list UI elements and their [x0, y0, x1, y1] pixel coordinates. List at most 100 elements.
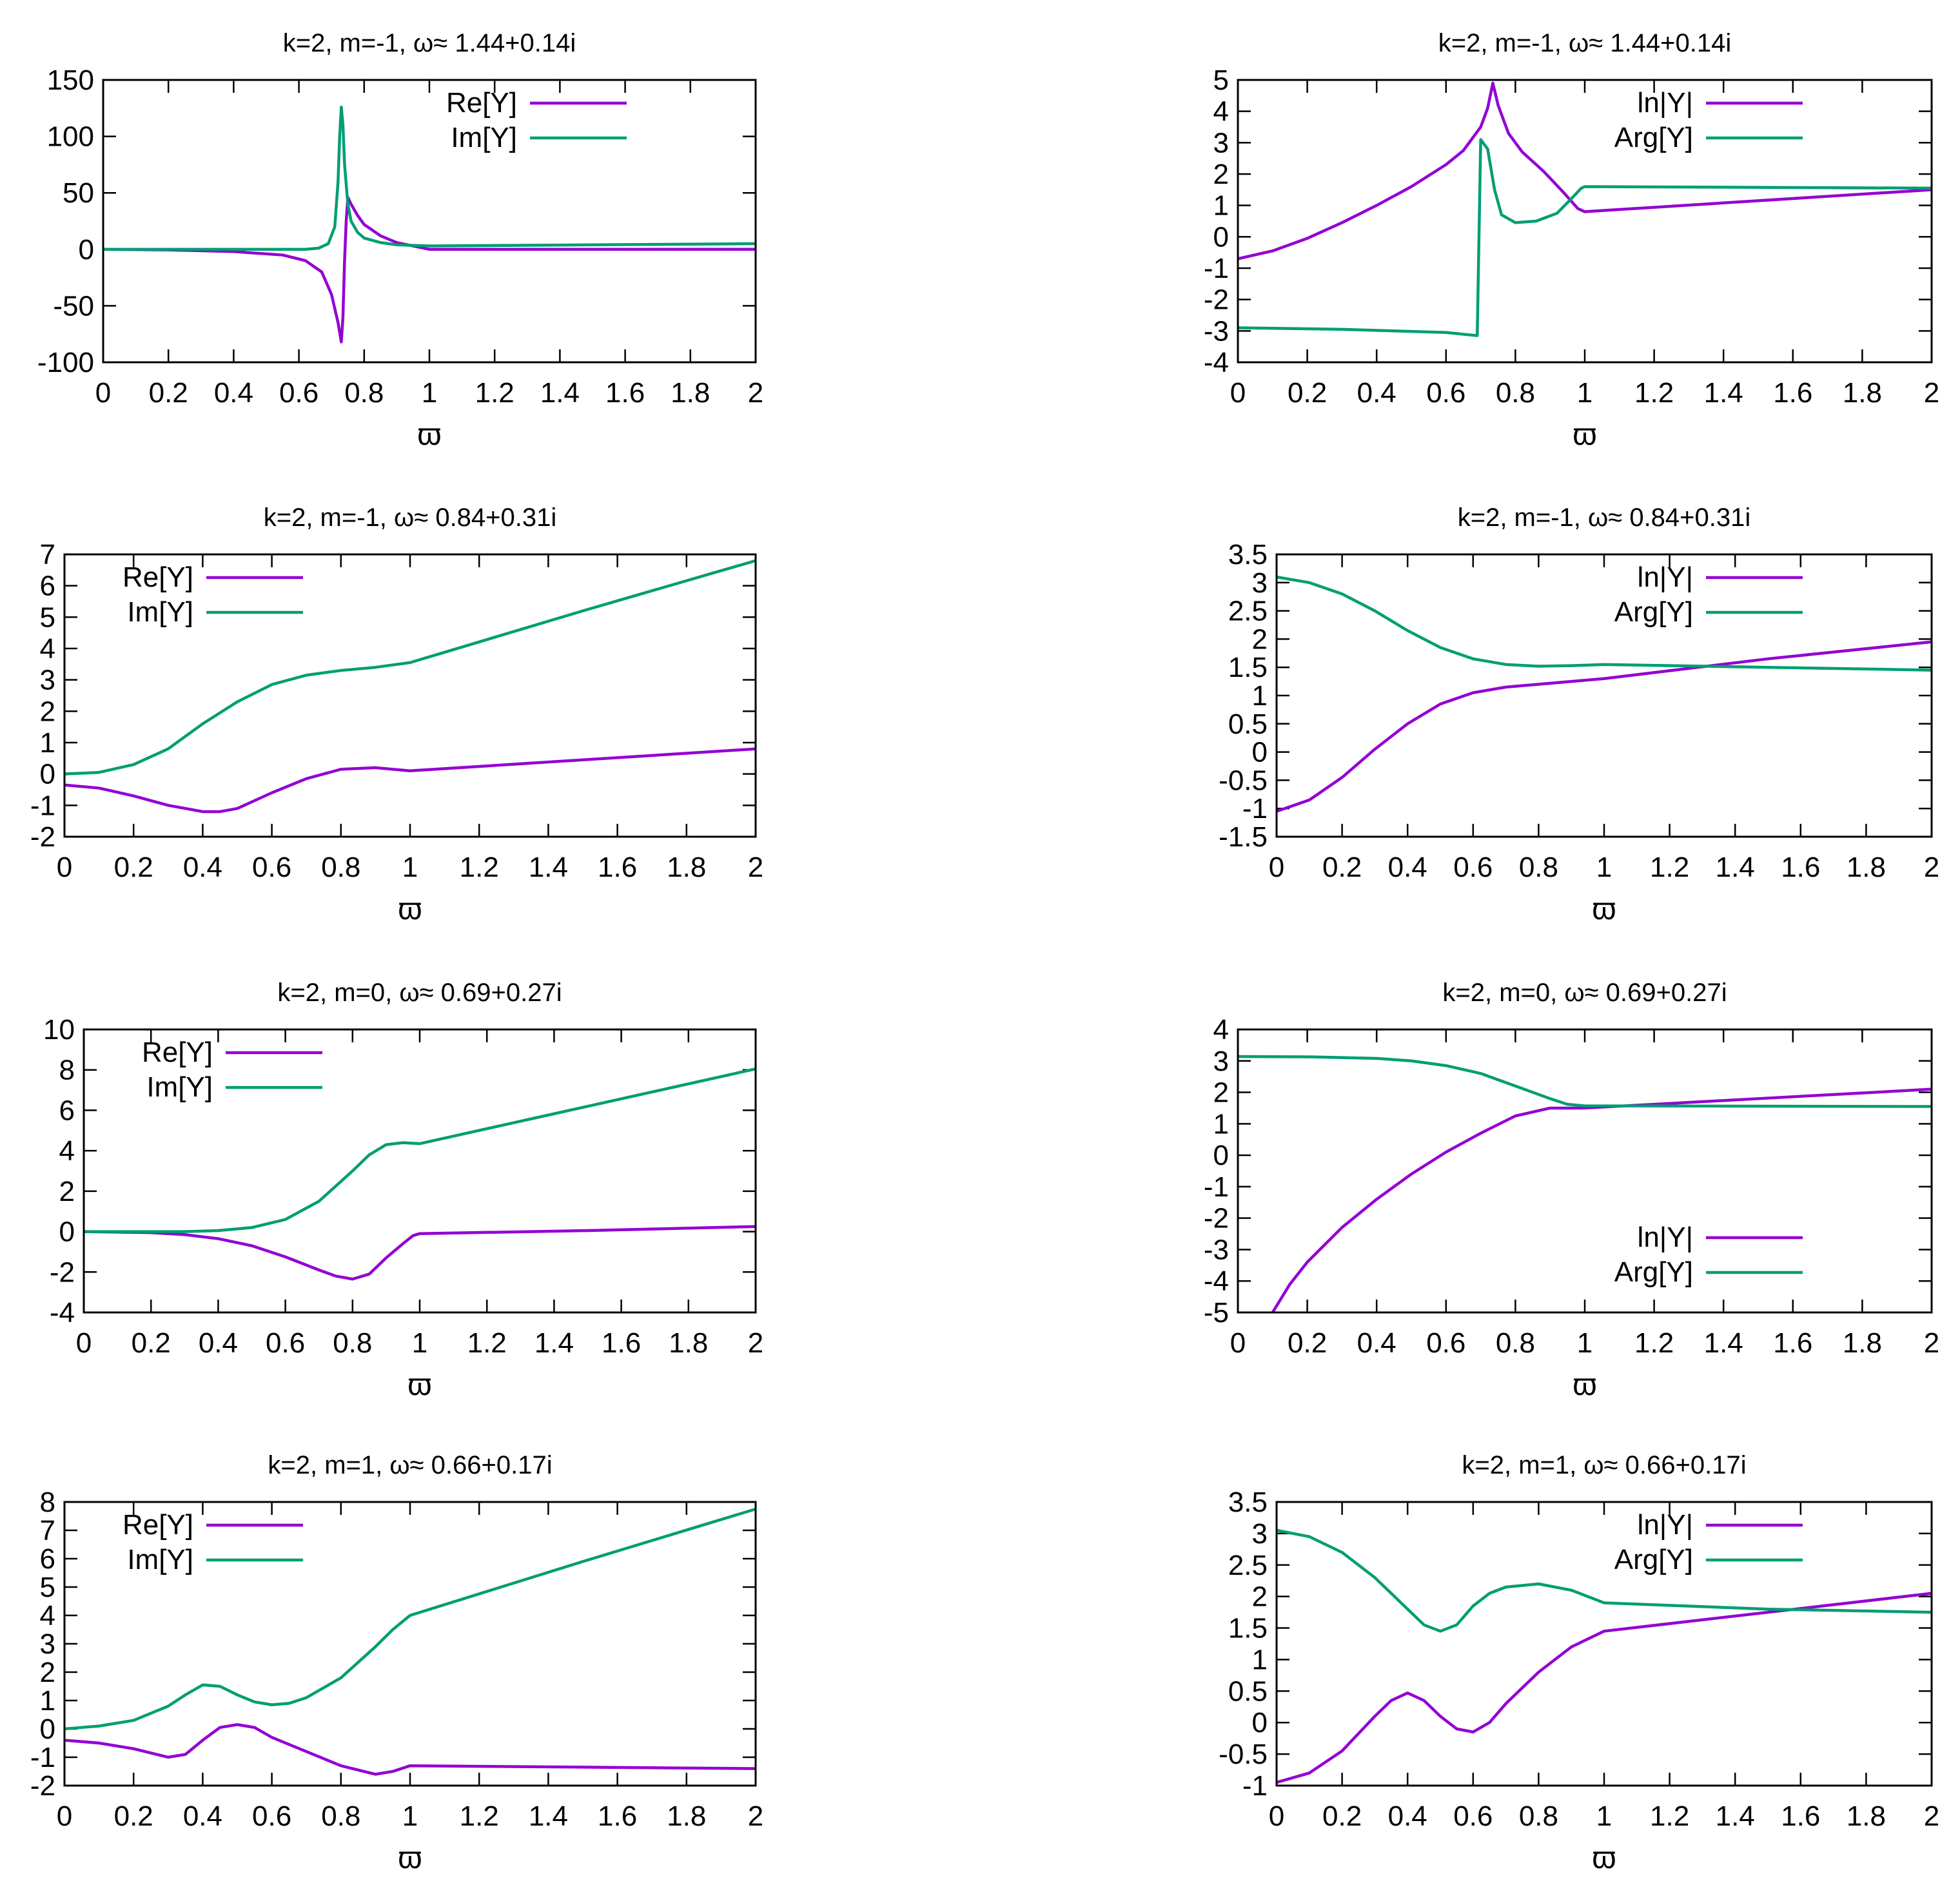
- x-tick-label: 0.6: [252, 1800, 291, 1832]
- y-tick-label: -50: [53, 290, 94, 322]
- y-tick-label: 2: [40, 1657, 55, 1688]
- chart-title: k=2, m=-1, ω≈ 1.44+0.14i: [283, 29, 576, 57]
- legend-label: Re[Y]: [446, 87, 517, 119]
- y-tick-label: 2: [40, 696, 55, 727]
- series-line-2: [1277, 1528, 1932, 1633]
- series-line-2: [84, 1067, 756, 1233]
- plot-frame: [102, 79, 757, 364]
- x-tick-label: 0.2: [149, 377, 188, 409]
- y-tick-label: 3: [40, 665, 55, 696]
- y-tick-label: -2: [1204, 284, 1229, 316]
- y-tick-label: 8: [40, 1486, 55, 1518]
- legend-label: Re[Y]: [122, 1509, 193, 1541]
- y-tick-label: 1.5: [1228, 1613, 1268, 1644]
- y-tick-label: 0: [40, 1713, 55, 1745]
- x-axis-label: ϖ: [1592, 1841, 1616, 1875]
- y-tick-label: -1: [30, 1742, 55, 1773]
- chart-title: k=2, m=0, ω≈ 0.69+0.27i: [277, 979, 562, 1007]
- legend-label: ln|Y|: [1638, 1222, 1693, 1253]
- y-tick-label: 1: [1213, 190, 1229, 222]
- x-tick-label: 0: [57, 852, 72, 883]
- chart-panel-2: k=2, m=-1, ω≈ 1.44+0.14i 0 0.2 0.4 0.6 0.8 1 1.…: [1204, 29, 1939, 452]
- y-tick-label: 2.5: [1228, 596, 1268, 627]
- x-tick-label: 0.2: [1288, 377, 1327, 409]
- y-tick-label: 2: [1252, 623, 1268, 655]
- x-tick-label: 1.2: [460, 852, 499, 883]
- chart-panel-6: k=2, m=0, ω≈ 0.69+0.27i 0 0.2 0.4 0.6 0.8 1 1.2…: [1204, 979, 1939, 1402]
- y-tick-label: -1: [1204, 253, 1229, 284]
- y-tick-label: -1: [1242, 1770, 1268, 1802]
- y-tick-label: -1.5: [1219, 821, 1268, 853]
- x-tick-label: 2: [1924, 852, 1939, 883]
- y-tick-label: 3.5: [1228, 1486, 1268, 1518]
- y-tick-label: 2: [59, 1176, 75, 1207]
- x-tick-label: 1.2: [1650, 852, 1689, 883]
- y-tick-label: -100: [37, 347, 94, 378]
- y-tick-label: 5: [40, 601, 55, 633]
- x-axis-label: ϖ: [398, 892, 422, 926]
- x-tick-label: 2: [1924, 1800, 1939, 1832]
- x-tick-label: 1.4: [540, 377, 580, 409]
- x-axis-label: ϖ: [417, 418, 441, 452]
- x-tick-label: 0.6: [279, 377, 318, 409]
- y-tick-label: 3: [1252, 1518, 1268, 1550]
- x-tick-label: 1.2: [1634, 377, 1674, 409]
- x-tick-label: 1.6: [602, 1327, 641, 1359]
- y-tick-label: -2: [30, 821, 55, 853]
- x-tick-label: 1: [402, 852, 418, 883]
- chart-title: k=2, m=1, ω≈ 0.66+0.17i: [268, 1451, 552, 1479]
- y-tick-label: 100: [47, 121, 94, 153]
- y-tick-label: 150: [47, 64, 94, 96]
- x-axis-label: ϖ: [1573, 418, 1596, 452]
- x-tick-label: 1.2: [1650, 1800, 1689, 1832]
- y-tick-label: 5: [1213, 64, 1229, 96]
- x-tick-label: 0.6: [1426, 1327, 1465, 1359]
- x-tick-label: 2: [748, 1800, 763, 1832]
- legend-label: Im[Y]: [127, 1544, 193, 1575]
- x-tick-label: 1.6: [605, 377, 645, 409]
- y-tick-label: 2: [1213, 1077, 1229, 1109]
- series-line-2: [64, 559, 756, 775]
- y-tick-label: 0: [1252, 737, 1268, 768]
- y-tick-label: 1: [1252, 680, 1268, 712]
- y-tick-label: 7: [40, 539, 55, 570]
- chart-title: k=2, m=-1, ω≈ 0.84+0.31i: [264, 503, 557, 532]
- x-axis-label: ϖ: [407, 1368, 431, 1402]
- x-tick-label: 1.8: [1843, 377, 1882, 409]
- x-tick-label: 1.4: [529, 1800, 568, 1832]
- y-tick-label: 0: [59, 1216, 75, 1248]
- y-tick-label: 3: [40, 1628, 55, 1660]
- x-tick-label: 2: [748, 377, 763, 409]
- y-tick-label: 2: [1213, 159, 1229, 190]
- chart-title: k=2, m=0, ω≈ 0.69+0.27i: [1442, 979, 1727, 1007]
- y-tick-label: 0: [40, 759, 55, 790]
- x-tick-label: 0.8: [321, 852, 360, 883]
- y-tick-label: 0: [1213, 221, 1229, 253]
- series-line-2: [1238, 138, 1932, 337]
- x-tick-label: 0.6: [1453, 852, 1493, 883]
- y-tick-label: -2: [50, 1256, 75, 1288]
- y-tick-label: -4: [50, 1297, 75, 1329]
- chart-panel-1: k=2, m=-1, ω≈ 1.44+0.14i 0 0.2 0.4 0.6 0.8 1 1.…: [37, 29, 763, 452]
- x-tick-label: 0.6: [1453, 1800, 1493, 1832]
- series-line-1: [1277, 640, 1932, 813]
- chart-title: k=2, m=-1, ω≈ 0.84+0.31i: [1458, 503, 1751, 532]
- x-tick-label: 0.6: [266, 1327, 305, 1359]
- series-line-2: [1277, 575, 1932, 672]
- x-tick-label: 1.6: [598, 852, 637, 883]
- x-tick-label: 1: [412, 1327, 427, 1359]
- y-tick-label: 2.5: [1228, 1550, 1268, 1581]
- plot-frame: [1275, 1501, 1933, 1787]
- legend-label: Im[Y]: [451, 122, 517, 153]
- x-tick-label: 1: [1596, 1800, 1612, 1832]
- x-tick-label: 1.4: [1716, 1800, 1755, 1832]
- y-tick-label: 8: [59, 1055, 75, 1086]
- x-tick-label: 1.6: [1781, 852, 1820, 883]
- x-tick-label: 1.4: [529, 852, 568, 883]
- x-axis-label: ϖ: [1592, 892, 1616, 926]
- plot-frame: [1237, 79, 1933, 364]
- y-tick-label: 6: [40, 570, 55, 602]
